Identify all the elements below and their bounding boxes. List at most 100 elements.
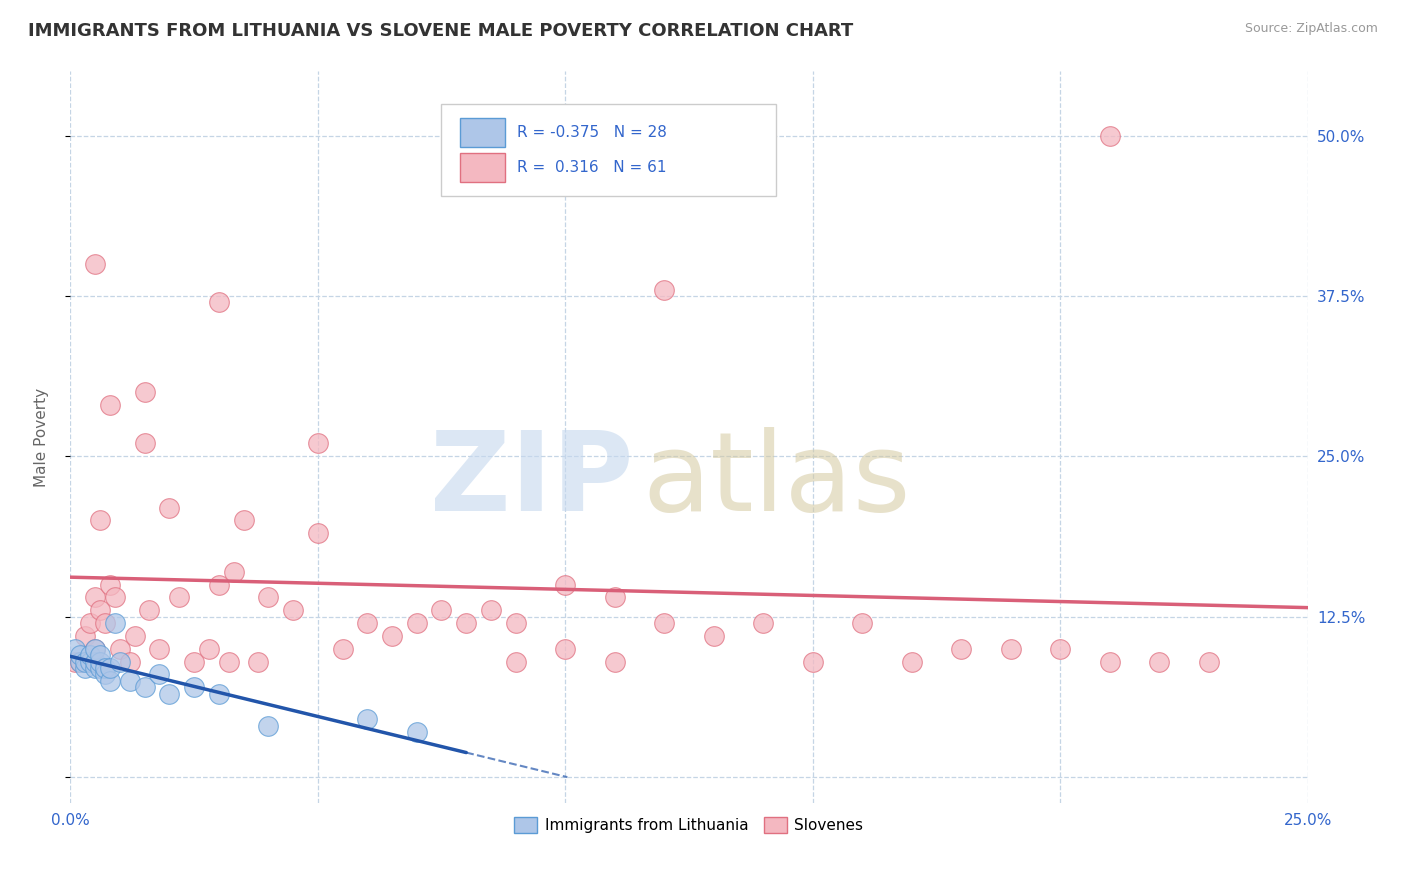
Point [79, 648, 101, 663]
FancyBboxPatch shape [460, 153, 505, 182]
Point [430, 603, 453, 617]
Point [89, 661, 111, 675]
Point [89, 648, 111, 663]
Point [79, 655, 101, 669]
Point [84, 591, 107, 605]
Point [104, 591, 127, 605]
Point [84, 661, 107, 675]
Point [89, 655, 111, 669]
Point [1098, 128, 1121, 143]
Point [108, 655, 131, 669]
Point [94, 667, 117, 681]
Point [79, 616, 101, 631]
Point [703, 629, 725, 643]
Point [89, 514, 111, 528]
Point [554, 641, 576, 656]
Point [134, 436, 156, 450]
Point [65, 641, 87, 656]
Point [1000, 641, 1022, 656]
Text: R = -0.375   N = 28: R = -0.375 N = 28 [517, 125, 666, 139]
Text: R =  0.316   N = 61: R = 0.316 N = 61 [517, 160, 666, 175]
Text: Source: ZipAtlas.com: Source: ZipAtlas.com [1244, 22, 1378, 36]
Text: ZIP: ZIP [430, 427, 633, 534]
Point [124, 629, 146, 643]
Point [505, 616, 527, 631]
Point [75, 655, 97, 669]
Point [75, 661, 97, 675]
Point [603, 655, 626, 669]
Point [98, 673, 121, 688]
Point [752, 616, 775, 631]
Point [1147, 655, 1170, 669]
Point [84, 655, 107, 669]
Point [1098, 655, 1121, 669]
Point [94, 616, 117, 631]
Point [950, 641, 973, 656]
Point [603, 591, 626, 605]
Point [118, 655, 141, 669]
Point [505, 655, 527, 669]
Point [118, 673, 141, 688]
Y-axis label: Male Poverty: Male Poverty [35, 387, 49, 487]
Point [69, 648, 91, 663]
Point [148, 641, 170, 656]
Point [134, 681, 156, 695]
Point [851, 616, 873, 631]
Point [94, 661, 117, 675]
Point [801, 655, 824, 669]
Point [208, 295, 231, 310]
Point [69, 655, 91, 669]
Point [652, 283, 675, 297]
Point [218, 655, 240, 669]
Point [232, 514, 254, 528]
Point [84, 257, 107, 271]
Point [138, 603, 160, 617]
Point [183, 681, 205, 695]
Point [307, 526, 329, 541]
Point [900, 655, 922, 669]
Point [554, 577, 576, 591]
Point [307, 436, 329, 450]
Legend: Immigrants from Lithuania, Slovenes: Immigrants from Lithuania, Slovenes [509, 811, 869, 839]
Point [65, 655, 87, 669]
Point [183, 655, 205, 669]
FancyBboxPatch shape [441, 104, 776, 195]
Text: atlas: atlas [643, 427, 911, 534]
Point [1049, 641, 1071, 656]
Point [98, 577, 121, 591]
Point [208, 687, 231, 701]
Point [84, 641, 107, 656]
Point [222, 565, 245, 579]
Point [157, 687, 180, 701]
Point [134, 385, 156, 400]
Point [98, 398, 121, 412]
Point [281, 603, 304, 617]
Point [456, 616, 478, 631]
Point [405, 616, 427, 631]
Point [208, 577, 231, 591]
Point [332, 641, 354, 656]
Point [98, 661, 121, 675]
Point [257, 591, 280, 605]
Point [108, 641, 131, 656]
Point [167, 591, 190, 605]
Point [652, 616, 675, 631]
Point [84, 641, 107, 656]
FancyBboxPatch shape [460, 118, 505, 146]
Point [1198, 655, 1220, 669]
Point [405, 725, 427, 739]
Point [157, 500, 180, 515]
Point [479, 603, 502, 617]
Point [198, 641, 221, 656]
Point [104, 616, 127, 631]
Point [89, 603, 111, 617]
Text: IMMIGRANTS FROM LITHUANIA VS SLOVENE MALE POVERTY CORRELATION CHART: IMMIGRANTS FROM LITHUANIA VS SLOVENE MAL… [28, 22, 853, 40]
Point [356, 712, 378, 726]
Point [75, 629, 97, 643]
Point [148, 667, 170, 681]
Point [381, 629, 404, 643]
Point [257, 719, 280, 733]
Point [247, 655, 270, 669]
Point [69, 655, 91, 669]
Point [356, 616, 378, 631]
